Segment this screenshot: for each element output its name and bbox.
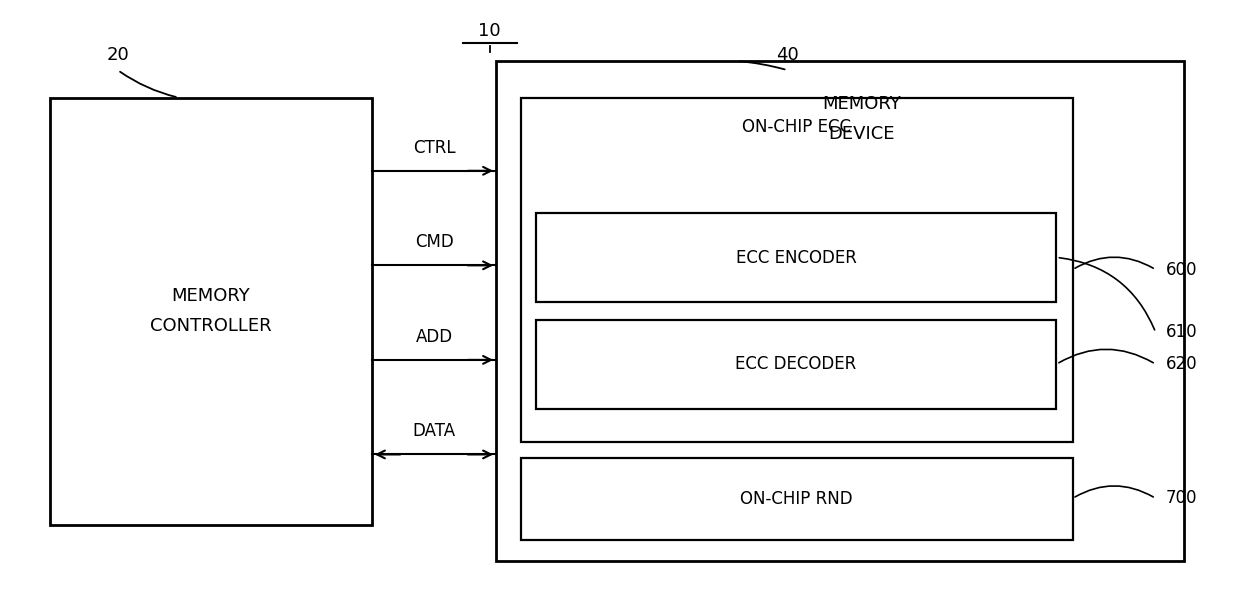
Bar [536,320,1056,409]
Text: CTRL: CTRL [413,138,455,157]
Bar [536,214,1056,302]
Text: 700: 700 [1166,489,1197,508]
Text: 610: 610 [1166,323,1198,342]
Text: ADD: ADD [415,328,453,346]
Text: ECC DECODER: ECC DECODER [735,356,857,373]
Text: MEMORY
CONTROLLER: MEMORY CONTROLLER [150,287,272,336]
Text: ON-CHIP RND: ON-CHIP RND [740,490,853,508]
Text: DATA: DATA [413,422,455,440]
Bar [50,98,372,525]
Bar [496,61,1184,561]
Text: MEMORY
DEVICE: MEMORY DEVICE [822,95,901,143]
Text: 600: 600 [1166,260,1197,279]
Bar [521,458,1073,540]
Text: 10: 10 [479,21,501,40]
Text: CMD: CMD [414,233,454,251]
Text: 20: 20 [107,46,129,64]
Text: ECC ENCODER: ECC ENCODER [735,249,857,267]
Text: 620: 620 [1166,355,1198,373]
Text: 40: 40 [776,46,799,64]
Text: ON-CHIP ECC: ON-CHIP ECC [743,118,851,136]
Bar [521,98,1073,442]
